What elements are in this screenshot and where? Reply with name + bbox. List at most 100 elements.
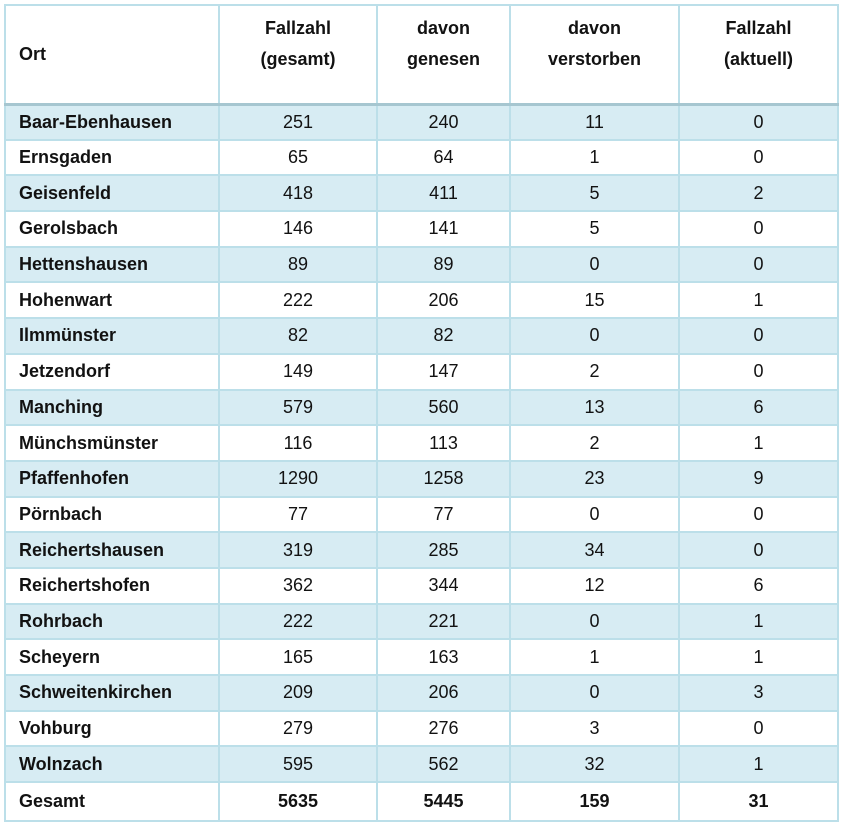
davon_genesen-cell: 221 xyxy=(376,602,511,641)
header-label-line: Ort xyxy=(19,43,46,64)
fallzahl_gesamt-cell: 209 xyxy=(218,674,378,712)
davon_verstorben-cell: 2 xyxy=(509,424,680,462)
fallzahl_aktuell-cell: 0 xyxy=(678,138,839,177)
column-header-fallzahl_gesamt: Fallzahl (gesamt) xyxy=(218,4,378,106)
davon_genesen-cell: 163 xyxy=(376,638,511,676)
davon_genesen-cell: 82 xyxy=(376,317,511,355)
fallzahl_aktuell-cell: 6 xyxy=(678,388,839,427)
header-label-line: (gesamt) xyxy=(260,49,336,69)
fallzahl_aktuell-cell: 0 xyxy=(678,317,839,355)
ort-cell: Hettenshausen xyxy=(4,245,220,284)
ort-cell: Münchsmünster xyxy=(4,424,220,462)
fallzahl_gesamt-cell: 89 xyxy=(218,245,378,284)
column-header-davon_verstorben: davon verstorben xyxy=(509,4,680,106)
davon_verstorben-cell: 5 xyxy=(509,210,680,248)
fallzahl_gesamt-cell: 116 xyxy=(218,424,378,462)
header-label-line: genesen xyxy=(406,49,481,69)
fallzahl_gesamt-cell: 77 xyxy=(218,495,378,534)
table-row: Pfaffenhofen 1290 1258 23 9 xyxy=(4,459,839,498)
ort-cell: Gesamt xyxy=(4,781,220,823)
ort-cell: Baar-Ebenhausen xyxy=(4,103,220,141)
fallzahl_gesamt-cell: 146 xyxy=(218,210,378,248)
fallzahl_aktuell-cell: 0 xyxy=(678,531,839,569)
table-row: Pörnbach 77 77 0 0 xyxy=(4,495,839,534)
davon_verstorben-cell: 23 xyxy=(509,459,680,498)
davon_verstorben-cell: 0 xyxy=(509,245,680,284)
total-row: Gesamt 5635 5445 159 31 xyxy=(4,781,839,823)
davon_verstorben-cell: 0 xyxy=(509,317,680,355)
fallzahl_gesamt-cell: 165 xyxy=(218,638,378,676)
ort-cell: Scheyern xyxy=(4,638,220,676)
davon_verstorben-cell: 1 xyxy=(509,138,680,177)
table-header: Ort Fallzahl (gesamt) davon genesen davon vers… xyxy=(4,4,839,106)
fallzahl_gesamt-cell: 222 xyxy=(218,602,378,641)
fallzahl_aktuell-cell: 9 xyxy=(678,459,839,498)
fallzahl_aktuell-cell: 31 xyxy=(678,781,839,823)
header-row: Ort Fallzahl (gesamt) davon genesen davon vers… xyxy=(4,4,839,106)
fallzahl_gesamt-cell: 65 xyxy=(218,138,378,177)
fallzahl_gesamt-cell: 579 xyxy=(218,388,378,427)
column-header-ort: Ort xyxy=(4,4,220,106)
ort-cell: Wolnzach xyxy=(4,745,220,784)
ort-cell: Schweitenkirchen xyxy=(4,674,220,712)
ort-cell: Gerolsbach xyxy=(4,210,220,248)
header-label-line: Fallzahl xyxy=(725,18,792,38)
table-row: Baar-Ebenhausen 251 240 11 0 xyxy=(4,103,839,141)
table-row: Reichertshofen 362 344 12 6 xyxy=(4,566,839,605)
table-row: Münchsmünster 116 113 2 1 xyxy=(4,424,839,462)
davon_genesen-cell: 206 xyxy=(376,674,511,712)
davon_verstorben-cell: 32 xyxy=(509,745,680,784)
fallzahl_gesamt-cell: 251 xyxy=(218,103,378,141)
davon_verstorben-cell: 159 xyxy=(509,781,680,823)
covid-cases-table: Ort Fallzahl (gesamt) davon genesen davon vers… xyxy=(4,4,839,823)
fallzahl_aktuell-cell: 0 xyxy=(678,352,839,391)
fallzahl_gesamt-cell: 595 xyxy=(218,745,378,784)
table-row: Manching 579 560 13 6 xyxy=(4,388,839,427)
table-row: Ernsgaden 65 64 1 0 xyxy=(4,138,839,177)
fallzahl_aktuell-cell: 6 xyxy=(678,566,839,605)
davon_verstorben-cell: 0 xyxy=(509,602,680,641)
ort-cell: Reichertshofen xyxy=(4,566,220,605)
table-row: Geisenfeld 418 411 5 2 xyxy=(4,174,839,213)
fallzahl_gesamt-cell: 5635 xyxy=(218,781,378,823)
table-row: Rohrbach 222 221 0 1 xyxy=(4,602,839,641)
table-row: Gerolsbach 146 141 5 0 xyxy=(4,210,839,248)
davon_verstorben-cell: 2 xyxy=(509,352,680,391)
davon_verstorben-cell: 34 xyxy=(509,531,680,569)
davon_genesen-cell: 113 xyxy=(376,424,511,462)
davon_genesen-cell: 560 xyxy=(376,388,511,427)
fallzahl_aktuell-cell: 1 xyxy=(678,638,839,676)
ort-cell: Manching xyxy=(4,388,220,427)
table-row: Wolnzach 595 562 32 1 xyxy=(4,745,839,784)
fallzahl_gesamt-cell: 418 xyxy=(218,174,378,213)
column-header-fallzahl_aktuell: Fallzahl (aktuell) xyxy=(678,4,839,106)
fallzahl_aktuell-cell: 1 xyxy=(678,745,839,784)
ort-cell: Ernsgaden xyxy=(4,138,220,177)
fallzahl_gesamt-cell: 319 xyxy=(218,531,378,569)
davon_verstorben-cell: 5 xyxy=(509,174,680,213)
fallzahl_gesamt-cell: 279 xyxy=(218,709,378,748)
table-row: Reichertshausen 319 285 34 0 xyxy=(4,531,839,569)
davon_genesen-cell: 411 xyxy=(376,174,511,213)
fallzahl_aktuell-cell: 0 xyxy=(678,103,839,141)
davon_genesen-cell: 206 xyxy=(376,281,511,320)
ort-cell: Jetzendorf xyxy=(4,352,220,391)
fallzahl_aktuell-cell: 0 xyxy=(678,495,839,534)
header-label-line: verstorben xyxy=(547,49,642,69)
davon_genesen-cell: 285 xyxy=(376,531,511,569)
table-row: Hettenshausen 89 89 0 0 xyxy=(4,245,839,284)
fallzahl_gesamt-cell: 222 xyxy=(218,281,378,320)
davon_verstorben-cell: 0 xyxy=(509,495,680,534)
davon_genesen-cell: 276 xyxy=(376,709,511,748)
fallzahl_gesamt-cell: 149 xyxy=(218,352,378,391)
davon_verstorben-cell: 13 xyxy=(509,388,680,427)
ort-cell: Hohenwart xyxy=(4,281,220,320)
fallzahl_aktuell-cell: 2 xyxy=(678,174,839,213)
ort-cell: Vohburg xyxy=(4,709,220,748)
header-label-line: davon xyxy=(567,18,621,38)
header-label-line: Fallzahl xyxy=(264,18,331,38)
table-row: Schweitenkirchen 209 206 0 3 xyxy=(4,674,839,712)
fallzahl_aktuell-cell: 3 xyxy=(678,674,839,712)
davon_genesen-cell: 1258 xyxy=(376,459,511,498)
davon_genesen-cell: 5445 xyxy=(376,781,511,823)
